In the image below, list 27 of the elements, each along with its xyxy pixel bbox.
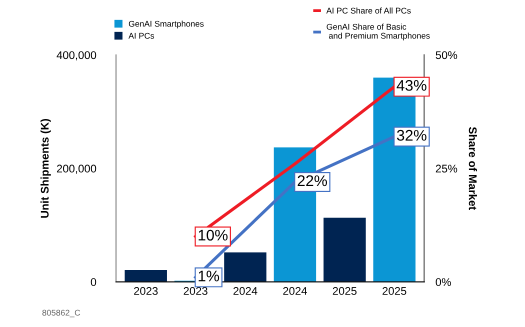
legend-label: AI PCs: [128, 32, 154, 39]
y2-tick-label: 50%: [436, 51, 458, 60]
x-tick-label: 2023: [184, 287, 208, 295]
x-tick-label: 2023: [134, 287, 158, 295]
x-tick-label: 2025: [382, 287, 406, 295]
data-label: 32%: [396, 130, 426, 141]
y2-tick-label: 25%: [436, 164, 458, 173]
x-tick-label: 2024: [233, 287, 258, 295]
y-tick-label: 400,000: [56, 51, 96, 60]
data-label: 43%: [396, 80, 426, 91]
data-label: 22%: [298, 175, 327, 186]
legend-label: GenAI Share of Basic and Premium Smartphones: [326, 24, 430, 40]
y-tick-label: 200,000: [56, 164, 96, 174]
data-label: 10%: [198, 230, 228, 241]
y-tick-label: 0: [90, 278, 96, 286]
y2-axis-title: Share of Market: [468, 127, 477, 210]
bar: [324, 218, 366, 282]
text: 805862_C: [42, 310, 80, 318]
legend-label: AI PC Share of All PCs: [326, 8, 411, 14]
y-axis-title: Unit Shipments (K): [40, 118, 51, 218]
bar: [124, 270, 167, 282]
x-tick-label: 2024: [283, 287, 307, 295]
x-tick-label: 2025: [332, 287, 357, 295]
data-label: 1%: [198, 270, 220, 282]
y2-tick-label: 0%: [436, 278, 451, 286]
bar: [224, 252, 266, 282]
legend-label: GenAI Smartphones: [128, 20, 204, 28]
